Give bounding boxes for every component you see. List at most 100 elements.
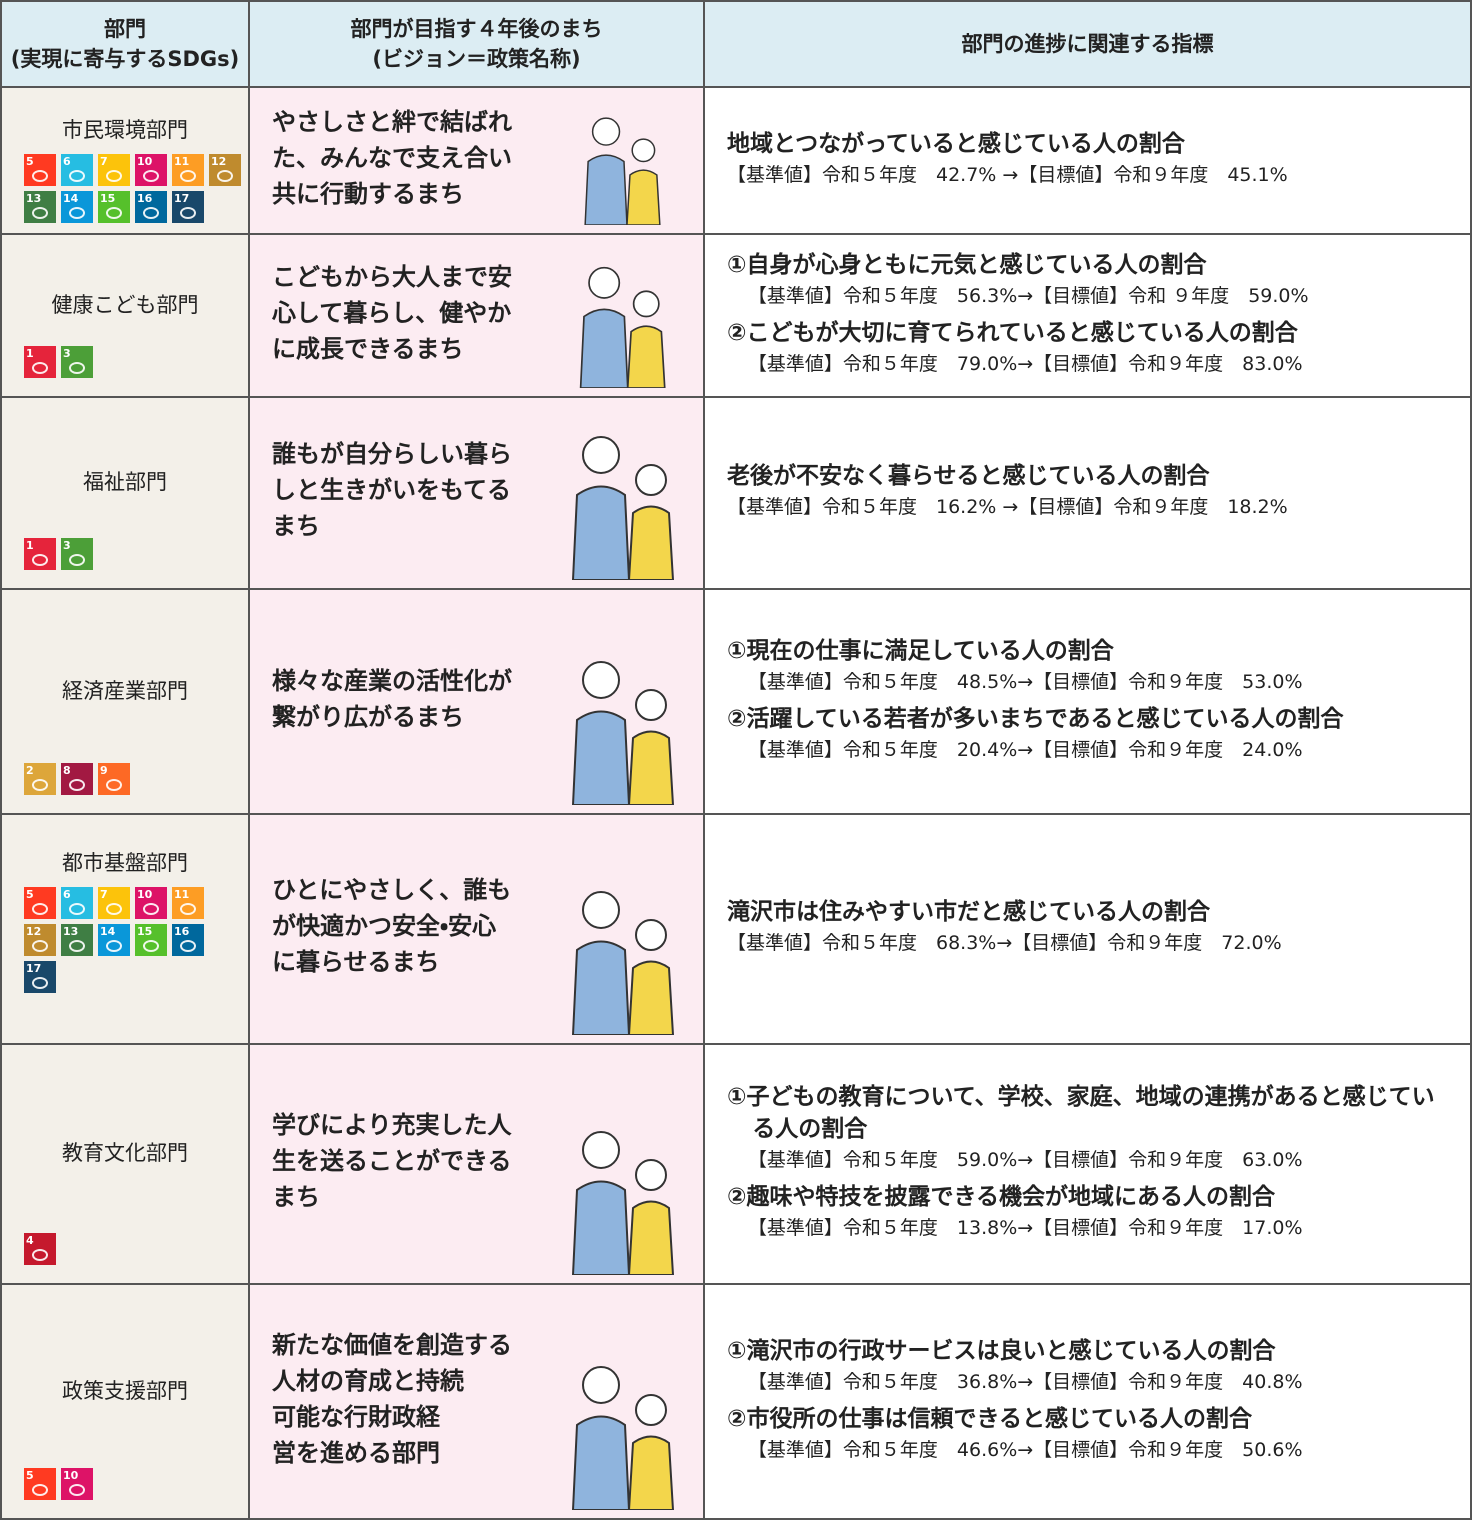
sdg-number: 10 — [137, 155, 153, 168]
indicator-detail: 【基準値】令和５年度 48.5%→【目標値】令和９年度 53.0% — [747, 670, 1303, 693]
sdg-icon: 6 — [61, 154, 93, 186]
sdg-glyph — [32, 362, 48, 374]
vision-cell: こどもから大人まで安 心して暮らし、健やか に成長できるまち — [250, 235, 705, 398]
indicator-title: ②趣味や特技を披露できる機会が地域にある人の割合 — [727, 1184, 1276, 1210]
sdg-number: 12 — [26, 925, 42, 938]
sdg-icon: 10 — [135, 887, 167, 919]
sdg-icon: 1 — [24, 538, 56, 570]
sdg-icon: 14 — [61, 191, 93, 223]
sdg-number: 16 — [137, 192, 153, 205]
sdg-glyph — [143, 940, 159, 952]
vision-line: 学びにより充実した人 — [272, 1111, 512, 1139]
indicator-detail: 【基準値】令和５年度 20.4%→【目標値】令和９年度 24.0% — [747, 738, 1303, 761]
sdg-icon: 15 — [98, 191, 130, 223]
illustration — [571, 1366, 675, 1510]
sdg-icon: 15 — [135, 924, 167, 956]
sdg-icon: 13 — [24, 191, 56, 223]
vision-cell: 様々な産業の活性化が 繋がり広がるまち — [250, 590, 705, 815]
sdg-number: 13 — [63, 925, 79, 938]
sdg-icon: 5 — [24, 887, 56, 919]
sdg-icon: 3 — [61, 538, 93, 570]
sdg-number: 12 — [211, 155, 227, 168]
header-cell: 部門が目指す４年後のまち (ビジョン＝政策名称) — [250, 0, 705, 88]
indicator-detail: 【基準値】令和５年度 36.8%→【目標値】令和９年度 40.8% — [747, 1370, 1303, 1393]
sdg-number: 3 — [63, 539, 71, 552]
vision: 様々な産業の活性化が 繋がり広がるまち — [272, 663, 512, 735]
vision-line: 新たな価値を創造する — [272, 1330, 512, 1359]
sdg-icon: 7 — [98, 154, 130, 186]
sdg-icon: 6 — [61, 887, 93, 919]
sdg-icons: 5 10 — [24, 1468, 209, 1500]
vision-line: しと生きがいをもてる — [272, 476, 512, 504]
sdg-number: 5 — [26, 888, 34, 901]
sdg-number: 1 — [26, 347, 34, 360]
department-name: 福祉部門 — [83, 470, 167, 494]
sdg-number: 15 — [100, 192, 116, 205]
sdg-icon: 17 — [24, 961, 56, 993]
sdg-number: 3 — [63, 347, 71, 360]
department-cell: 福祉部門 1 3 — [0, 398, 250, 590]
sdg-number: 14 — [100, 925, 116, 938]
indicator-cell: ①自身が心身ともに元気と感じている人の割合 【基準値】令和５年度 56.3%→【目… — [705, 235, 1472, 398]
sdg-glyph — [32, 170, 48, 182]
vision-cell: 誰もが自分らしい暮ら しと生きがいをもてる まち — [250, 398, 705, 590]
sdg-icon: 11 — [172, 154, 204, 186]
vision-line: 人材の育成と持続 — [272, 1366, 464, 1395]
sdg-number: 7 — [100, 155, 108, 168]
sdg-icon: 4 — [24, 1233, 56, 1265]
sdg-glyph — [32, 779, 48, 791]
sdg-number: 14 — [63, 192, 79, 205]
indicator-title: 地域とつながっていると感じている人の割合 — [727, 130, 1185, 157]
indicator-detail: 【基準値】令和５年度 16.2% →【目標値】令和９年度 18.2% — [727, 496, 1288, 518]
sdg-glyph — [180, 170, 196, 182]
sdg-glyph — [106, 903, 122, 915]
sdg-icon: 16 — [135, 191, 167, 223]
sdg-glyph — [32, 1484, 48, 1496]
sdg-glyph — [32, 940, 48, 952]
department-cell: 教育文化部門 4 — [0, 1045, 250, 1285]
sdg-icons: 2 8 9 — [24, 763, 209, 795]
header-text: 部門 — [104, 17, 146, 41]
sdg-number: 10 — [63, 1469, 79, 1482]
sdg-glyph — [180, 903, 196, 915]
sdg-icon: 13 — [61, 924, 93, 956]
sdg-glyph — [32, 1249, 48, 1261]
indicator-detail: 【基準値】令和５年度 13.8%→【目標値】令和９年度 17.0% — [747, 1217, 1303, 1239]
sdg-glyph — [69, 1484, 85, 1496]
vision: やさしさと絆で結ばれ た、みんなで支え合い 共に行動するまち — [272, 104, 512, 212]
indicator-cell: 滝沢市は住みやすい市だと感じている人の割合 【基準値】令和５年度 68.3%→【目… — [705, 815, 1472, 1045]
sdg-glyph — [69, 362, 85, 374]
indicator-title: 老後が不安なく暮らせると感じている人の割合 — [727, 463, 1210, 489]
sdg-icon: 3 — [61, 346, 93, 378]
indicator-detail: 【基準値】令和５年度 56.3%→【目標値】令和 ９年度 59.0% — [747, 284, 1309, 307]
department-cell: 政策支援部門 5 10 — [0, 1285, 250, 1520]
indicator-cell: 老後が不安なく暮らせると感じている人の割合【基準値】令和５年度 16.2% →【… — [705, 398, 1472, 590]
sdg-glyph — [180, 207, 196, 219]
sdg-number: 17 — [174, 192, 190, 205]
vision-line: 営を進める部門 — [272, 1438, 440, 1467]
sdg-number: 16 — [174, 925, 190, 938]
sdg-number: 6 — [63, 155, 71, 168]
indicator-detail: 【基準値】令和５年度 68.3%→【目標値】令和９年度 72.0% — [727, 932, 1282, 954]
department-name: 都市基盤部門 — [62, 851, 188, 875]
illustration — [579, 266, 666, 388]
sdg-icons: 5 6 7 10 11 12 13 14 15 16 17 — [24, 154, 246, 223]
vision-line: ひとにやさしく、誰も — [272, 876, 512, 904]
sdg-icon: 7 — [98, 887, 130, 919]
sdg-icon: 2 — [24, 763, 56, 795]
sdg-number: 2 — [26, 764, 34, 777]
indicator-detail: 【基準値】令和５年度 79.0%→【目標値】令和９年度 83.0% — [747, 352, 1303, 375]
indicator-title: ①現在の仕事に満足している人の割合 — [727, 637, 1114, 664]
sdg-number: 9 — [100, 764, 108, 777]
vision-line: こどもから大人まで安 — [272, 262, 512, 291]
indicator-cell: ①子どもの教育について、学校、家庭、地域の連携があると感じている人の割合 【基準値… — [705, 1045, 1472, 1285]
department-name: 経済産業部門 — [62, 678, 188, 703]
indicator-detail: 【基準値】令和５年度 42.7% →【目標値】令和９年度 45.1% — [727, 163, 1288, 186]
vision-line: やさしさと絆で結ばれ — [272, 107, 512, 136]
sdg-glyph — [69, 554, 85, 566]
indicator-cell: ①滝沢市の行政サービスは良いと感じている人の割合 【基準値】令和５年度 36.8%… — [705, 1285, 1472, 1520]
sdg-glyph — [69, 903, 85, 915]
indicators: 老後が不安なく暮らせると感じている人の割合【基準値】令和５年度 16.2% →【… — [727, 460, 1452, 528]
sdg-glyph — [143, 903, 159, 915]
